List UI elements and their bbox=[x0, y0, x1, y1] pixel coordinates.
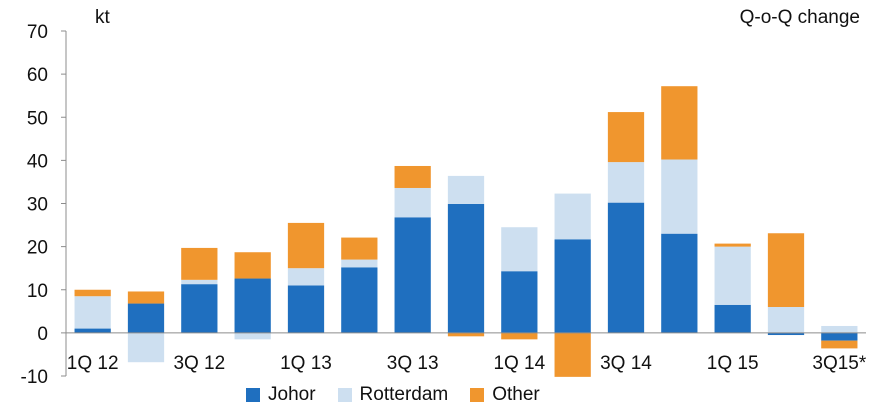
bar-segment-rotterdam bbox=[661, 159, 698, 234]
bar-segment-other bbox=[181, 247, 218, 280]
y-axis-unit-label: kt bbox=[95, 7, 110, 28]
legend-item-other: Other bbox=[470, 384, 540, 406]
bar-segment-johor bbox=[661, 233, 698, 333]
legend-swatch-rotterdam bbox=[337, 388, 352, 402]
bar-segment-other bbox=[714, 243, 751, 247]
bar-segment-rotterdam bbox=[394, 187, 431, 218]
y-tick-label: 50 bbox=[27, 108, 48, 129]
legend-label-rotterdam: Rotterdam bbox=[359, 384, 449, 405]
bar-segment-rotterdam bbox=[607, 162, 645, 203]
bar-segment-johor bbox=[821, 332, 858, 341]
bar-segment-rotterdam bbox=[127, 332, 165, 363]
bar-segment-other bbox=[821, 340, 858, 349]
y-tick-label: -10 bbox=[21, 367, 48, 388]
bar-segment-rotterdam bbox=[767, 307, 805, 333]
bar-segment-johor bbox=[607, 202, 645, 333]
legend-swatch-johor bbox=[246, 388, 260, 402]
bar-segment-johor bbox=[447, 203, 485, 333]
legend-swatch-other bbox=[470, 388, 485, 402]
x-tick-label: 3Q15* bbox=[812, 353, 866, 374]
bar-segment-other bbox=[234, 252, 271, 279]
bar-segment-other bbox=[74, 289, 111, 297]
bar-segment-johor bbox=[714, 304, 751, 333]
bar-segment-johor bbox=[501, 271, 538, 333]
bar-segment-other bbox=[447, 332, 485, 337]
chart-annotation: Q-o-Q change bbox=[739, 7, 860, 28]
bar-segment-other bbox=[501, 332, 538, 340]
bar-segment-other bbox=[127, 291, 165, 304]
bar-segment-other bbox=[394, 165, 431, 188]
bar-segment-johor bbox=[127, 303, 165, 333]
bar-segment-johor bbox=[767, 332, 805, 336]
legend-item-rotterdam: Rotterdam bbox=[337, 384, 449, 406]
bar-segment-rotterdam bbox=[234, 332, 271, 340]
x-tick-label: 1Q 15 bbox=[707, 353, 759, 374]
bar-segment-rotterdam bbox=[501, 227, 538, 272]
bar-segment-johor bbox=[74, 328, 111, 333]
y-tick-label: 0 bbox=[37, 324, 48, 345]
legend-label-johor: Johor bbox=[268, 384, 316, 405]
bar-segment-rotterdam bbox=[181, 279, 218, 285]
bar-segment-rotterdam bbox=[554, 193, 591, 240]
bar-segment-other bbox=[341, 237, 378, 260]
bar-segment-johor bbox=[287, 285, 325, 333]
y-tick-label: 30 bbox=[27, 195, 48, 216]
x-tick-label: 3Q 13 bbox=[387, 353, 439, 374]
x-tick-label: 3Q 12 bbox=[173, 353, 225, 374]
bar-segment-rotterdam bbox=[287, 268, 325, 286]
y-tick-label: 10 bbox=[27, 281, 48, 302]
bar-segment-rotterdam bbox=[341, 259, 378, 268]
legend-item-johor: Johor bbox=[246, 384, 316, 406]
bar-segment-other bbox=[767, 233, 805, 307]
bar-segment-johor bbox=[181, 284, 218, 333]
bar-segment-other bbox=[661, 86, 698, 160]
bar-segment-rotterdam bbox=[74, 296, 111, 329]
legend: Johor Rotterdam Other bbox=[246, 384, 562, 406]
x-tick-label: 1Q 14 bbox=[493, 353, 545, 374]
y-tick-label: 40 bbox=[27, 151, 48, 172]
bar-segment-other bbox=[554, 332, 591, 377]
x-tick-label: 1Q 13 bbox=[280, 353, 332, 374]
bar-segment-other bbox=[607, 112, 645, 163]
bar-segment-rotterdam bbox=[714, 246, 751, 305]
bar-segment-rotterdam bbox=[821, 325, 858, 333]
y-tick-label: 20 bbox=[27, 238, 48, 259]
bar-segment-rotterdam bbox=[447, 175, 485, 204]
x-tick-label: 1Q 12 bbox=[67, 353, 119, 374]
bar-segment-other bbox=[287, 222, 325, 269]
bar-segment-johor bbox=[554, 239, 591, 333]
y-tick-label: 60 bbox=[27, 65, 48, 86]
bar-segment-johor bbox=[341, 267, 378, 333]
legend-label-other: Other bbox=[492, 384, 540, 405]
bar-segment-johor bbox=[394, 217, 431, 333]
x-tick-label: 3Q 14 bbox=[600, 353, 652, 374]
bar-segment-johor bbox=[234, 278, 271, 333]
y-tick-label: 70 bbox=[27, 22, 48, 43]
